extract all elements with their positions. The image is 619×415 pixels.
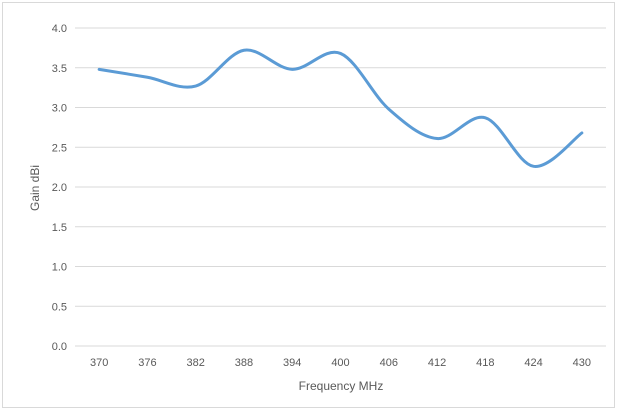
y-tick-label: 0.0 (52, 341, 67, 353)
x-tick-label: 430 (573, 357, 591, 369)
data-point (580, 131, 584, 135)
x-tick-label: 412 (428, 357, 446, 369)
x-tick-label: 406 (380, 357, 398, 369)
y-tick-label: 3.5 (52, 63, 67, 75)
data-point (387, 107, 391, 111)
x-tick-label: 424 (524, 357, 542, 369)
series-line-0 (97, 48, 584, 168)
x-axis-title: Frequency MHz (299, 379, 384, 393)
data-point (290, 67, 294, 71)
y-tick-label: 2.5 (52, 142, 67, 154)
y-tick-label: 2.0 (52, 182, 67, 194)
y-tick-label: 4.0 (52, 23, 67, 35)
x-tick-label: 400 (331, 357, 349, 369)
data-point (435, 137, 439, 141)
line-chart: 0.0 0.5 1.0 1.5 2.0 2.5 3.0 3.5 4.0 370 376 382 388… (28, 23, 606, 393)
y-axis-title: Gain dBi (28, 165, 42, 211)
x-axis-tick-labels: 370 376 382 388 394 400 406 412 418 424 430 (90, 357, 591, 369)
data-point (145, 75, 149, 79)
x-tick-label: 418 (476, 357, 494, 369)
data-point (242, 48, 246, 52)
series-lines (97, 48, 584, 168)
y-axis-tick-labels: 0.0 0.5 1.0 1.5 2.0 2.5 3.0 3.5 4.0 (52, 23, 67, 353)
y-tick-label: 1.0 (52, 262, 67, 274)
x-tick-label: 382 (187, 357, 205, 369)
chart-frame: 0.0 0.5 1.0 1.5 2.0 2.5 3.0 3.5 4.0 370 376 382 388… (2, 2, 615, 408)
y-tick-label: 3.0 (52, 103, 67, 115)
y-tick-label: 1.5 (52, 222, 67, 234)
data-point (97, 67, 101, 71)
x-tick-label: 394 (283, 357, 301, 369)
data-point (532, 164, 536, 168)
x-tick-label: 376 (138, 357, 156, 369)
x-tick-label: 388 (235, 357, 253, 369)
y-tick-label: 0.5 (52, 301, 67, 313)
gridlines (75, 27, 606, 347)
data-point (483, 116, 487, 120)
x-tick-label: 370 (90, 357, 108, 369)
data-point (339, 51, 343, 55)
data-point (194, 84, 198, 88)
